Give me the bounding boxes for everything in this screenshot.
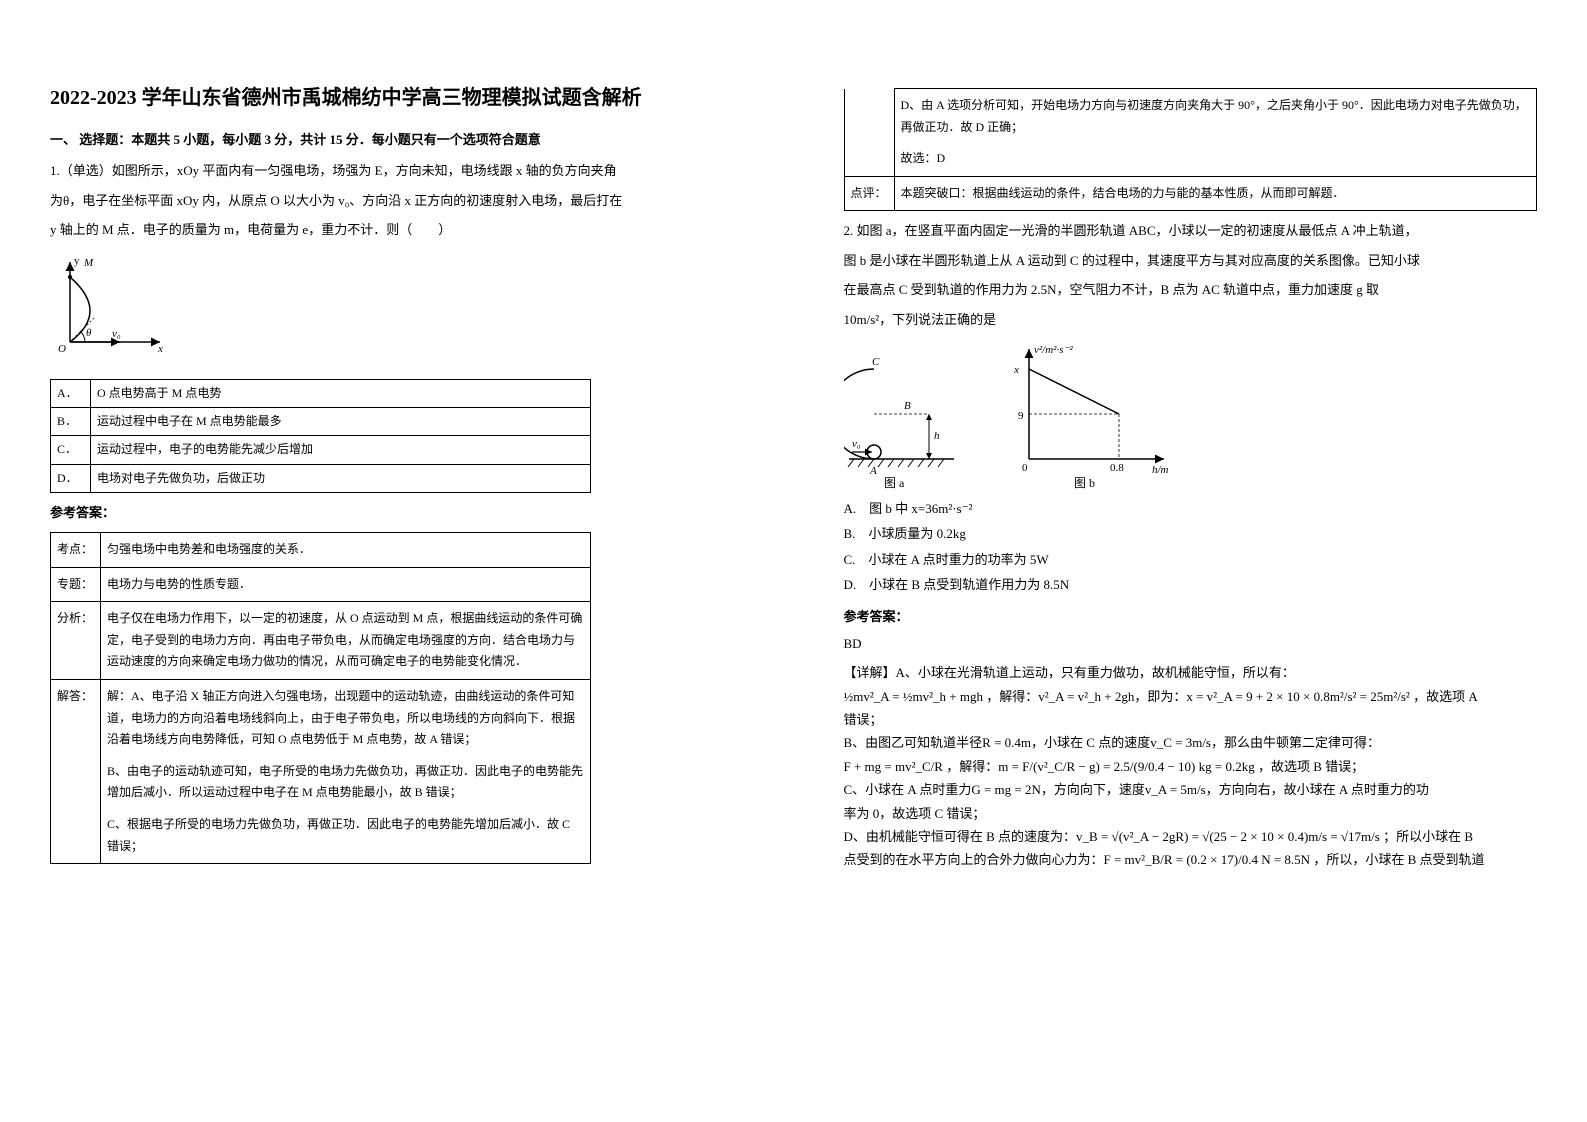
q1-opt-a-text: O 点电势高于 M 点电势 xyxy=(91,379,591,407)
q2-fig-a: C B A v₀ h 图 a xyxy=(844,339,964,489)
q2-opt-d: D. 小球在 B 点受到轨道作用力为 8.5N xyxy=(844,573,1538,596)
q2-d2-line: 点受到的在水平方向上的合外力做向心力为：F = mv²_B/R = (0.2 ×… xyxy=(844,852,1311,867)
q2-fB2: ，解得：m = F/(v²_C/R − g) = 2.5/(9/0.4 − 10… xyxy=(946,759,1255,774)
q2-figures: C B A v₀ h 图 a v²/m²·s⁻² h/m x 9 0 0.8 图 xyxy=(844,339,1538,489)
right-column: D、由 A 选项分析可知，开始电场力方向与初速度方向夹角大于 90°，之后夹角小… xyxy=(794,0,1587,1122)
q2-a-wrong: 错误； xyxy=(844,708,1538,731)
q1-jieda-b: B、由电子的运动轨迹可知，电子所受的电场力先做负功，再做正功．因此电子的电势能先… xyxy=(107,761,584,804)
svg-text:B: B xyxy=(904,400,911,412)
q1-opt-d-text: 电场对电子先做负功，后做正功 xyxy=(91,464,591,492)
svg-text:A: A xyxy=(869,465,877,477)
svg-text:0: 0 xyxy=(1022,462,1028,474)
q2-d2-row: 点受到的在水平方向上的合外力做向心力为：F = mv²_B/R = (0.2 ×… xyxy=(844,848,1538,871)
q1-stem-line1: 1.（单选）如图所示，xOy 平面内有一匀强电场，场强为 E，方向未知，电场线跟… xyxy=(50,159,744,182)
svg-text:图 b: 图 b xyxy=(1074,476,1095,489)
q2-c-line: C、小球在 A 点时重力G = mg = 2N，方向向下，速度v_A = 5m/… xyxy=(844,778,1538,801)
q2-b-line: B、由图乙可知轨道半径R = 0.4m，小球在 C 点的速度v_C = 3m/s… xyxy=(844,731,1538,754)
q1-jieda-d: D、由 A 选项分析可知，开始电场力方向与初速度方向夹角大于 90°，之后夹角小… xyxy=(901,95,1531,138)
svg-text:x: x xyxy=(157,343,163,355)
q2-c-tail: 率为 0，故选项 C 错误； xyxy=(844,802,1538,825)
svg-text:h: h xyxy=(934,430,940,442)
q1-jieda-c: C、根据电子所受的电场力先做负功，再做正功．因此电子的电势能先增加后减小．故 C… xyxy=(107,814,584,857)
q1-jieda-cell: 解：A、电子沿 X 轴正方向进入匀强电场，出现题中的运动轨迹，由曲线运动的条件可… xyxy=(101,680,591,864)
q1-review-label: 点评： xyxy=(844,176,894,211)
q1-stem-line3: y 轴上的 M 点．电子的质量为 m，电荷量为 e，重力不计．则（ ） xyxy=(50,218,744,241)
svg-text:v₀: v₀ xyxy=(112,328,121,340)
q2-detail-a-formula: ½mv²_A = ½mv²_h + mgh ，解得：v²_A = v²_h + … xyxy=(844,685,1538,708)
q2-opt-b: B. 小球质量为 0.2kg xyxy=(844,522,1538,545)
q2-d-tail: ；所以小球在 B xyxy=(1383,829,1473,844)
q1-options-table: A．O 点电势高于 M 点电势 B．运动过程中电子在 M 点电势能最多 C．运动… xyxy=(50,379,591,493)
q1-opt-b-key: B． xyxy=(51,408,91,436)
q2-options: A. 图 b 中 x=36m²·s⁻² B. 小球质量为 0.2kg C. 小球… xyxy=(844,497,1538,597)
q2-stem3: 在最高点 C 受到轨道的作用力为 2.5N，空气阻力不计，B 点为 AC 轨道中… xyxy=(844,278,1538,301)
svg-text:9: 9 xyxy=(1018,410,1024,422)
q1-stem-line2: 为θ，电子在坐标平面 xOy 内，从原点 O 以大小为 v₀、方向沿 x 正方向… xyxy=(50,189,744,212)
q1-opt-a-key: A． xyxy=(51,379,91,407)
q1-answer-header: 参考答案： xyxy=(50,501,744,524)
q2-stem2: 图 b 是小球在半圆形轨道上从 A 运动到 C 的过程中，其速度平方与其对应高度… xyxy=(844,249,1538,272)
section-1-header: 一、 选择题：本题共 5 小题，每小题 3 分，共计 15 分．每小题只有一个选… xyxy=(50,128,744,151)
q2-fA1: ½mv²_A = ½mv²_h + mgh xyxy=(844,689,983,704)
svg-text:θ: θ xyxy=(86,327,92,339)
q1-fenxi-label: 分析： xyxy=(51,602,101,680)
q2-stem1: 2. 如图 a，在竖直平面内固定一光滑的半圆形轨道 ABC，小球以一定的初速度从… xyxy=(844,219,1538,242)
q2-opt-c: C. 小球在 A 点时重力的功率为 5W xyxy=(844,548,1538,571)
q1-choose: 故选：D xyxy=(901,148,1531,170)
svg-text:图 a: 图 a xyxy=(884,476,905,489)
q2-d2-tail: ，所以，小球在 B 点受到轨道 xyxy=(1313,852,1484,867)
svg-text:h/m: h/m xyxy=(1152,464,1169,476)
svg-text:x: x xyxy=(1013,364,1019,376)
left-column: 2022-2023 学年山东省德州市禹城棉纺中学高三物理模拟试题含解析 一、 选… xyxy=(0,0,794,1122)
svg-text:y: y xyxy=(74,255,80,267)
q1c-blank-key xyxy=(844,89,894,177)
q2-b-formula-row: F + mg = mv²_C/R ，解得：m = F/(v²_C/R − g) … xyxy=(844,755,1538,778)
q2-fig-b: v²/m²·s⁻² h/m x 9 0 0.8 图 b xyxy=(1004,339,1174,489)
q2-d-line: D、由机械能守恒可得在 B 点的速度为：v_B = √(v²_A − 2gR) … xyxy=(844,829,1380,844)
q1-svg: y M O x v₀ θ xyxy=(50,252,170,362)
q2-answer-header: 参考答案： xyxy=(844,605,1538,628)
svg-text:v₀: v₀ xyxy=(852,438,861,450)
exam-title: 2022-2023 学年山东省德州市禹城棉纺中学高三物理模拟试题含解析 xyxy=(50,80,744,116)
svg-text:C: C xyxy=(872,356,880,368)
q1-figure: y M O x v₀ θ xyxy=(50,252,744,369)
q1-opt-d-key: D． xyxy=(51,464,91,492)
q1-fenxi-text: 电子仅在电场力作用下，以一定的初速度，从 O 点运动到 M 点，根据曲线运动的条… xyxy=(101,602,591,680)
q1-opt-c-text: 运动过程中，电子的电势能先减少后增加 xyxy=(91,436,591,464)
q2-fA2: ，解得：v²_A = v²_h + 2gh，即为：x = v²_A = 9 + … xyxy=(986,689,1410,704)
q2-detail-a-label: 【详解】A、小球在光滑轨道上运动，只有重力做功，故机械能守恒，所以有： xyxy=(844,661,1538,684)
q2-answer: BD xyxy=(844,632,1538,655)
q1-kaodian-label: 考点： xyxy=(51,533,101,568)
q2-d-row: D、由机械能守恒可得在 B 点的速度为：v_B = √(v²_A − 2gR) … xyxy=(844,825,1538,848)
q1-cont-table: D、由 A 选项分析可知，开始电场力方向与初速度方向夹角大于 90°，之后夹角小… xyxy=(844,88,1538,211)
svg-text:M: M xyxy=(83,257,94,269)
q1-analysis-table: 考点：匀强电场中电势差和电场强度的关系． 专题：电场力与电势的性质专题． 分析：… xyxy=(50,532,591,864)
svg-text:0.8: 0.8 xyxy=(1110,462,1124,474)
svg-text:v²/m²·s⁻²: v²/m²·s⁻² xyxy=(1034,344,1073,356)
q1-kaodian-text: 匀强电场中电势差和电场强度的关系． xyxy=(101,533,591,568)
q2-a-tail: ，故选项 A xyxy=(1413,689,1478,704)
q1-opt-b-text: 运动过程中电子在 M 点电势能最多 xyxy=(91,408,591,436)
q1-jieda-a: 解：A、电子沿 X 轴正方向进入匀强电场，出现题中的运动轨迹，由曲线运动的条件可… xyxy=(107,686,584,751)
q1-jieda-label: 解答： xyxy=(51,680,101,864)
q2-fB1: F + mg = mv²_C/R xyxy=(844,759,943,774)
q2-b-tail: ，故选项 B 错误； xyxy=(1258,759,1364,774)
q2-stem4: 10m/s²，下列说法正确的是 xyxy=(844,308,1538,331)
q1-review-text: 本题突破口：根据曲线运动的条件，结合电场的力与能的基本性质，从而即可解题． xyxy=(894,176,1537,211)
q2-opt-a: A. 图 b 中 x=36m²·s⁻² xyxy=(844,497,1538,520)
q1-zhuanti-label: 专题： xyxy=(51,567,101,602)
q1-zhuanti-text: 电场力与电势的性质专题． xyxy=(101,567,591,602)
svg-text:O: O xyxy=(58,343,66,355)
q1c-cell: D、由 A 选项分析可知，开始电场力方向与初速度方向夹角大于 90°，之后夹角小… xyxy=(894,89,1537,177)
q1-opt-c-key: C． xyxy=(51,436,91,464)
